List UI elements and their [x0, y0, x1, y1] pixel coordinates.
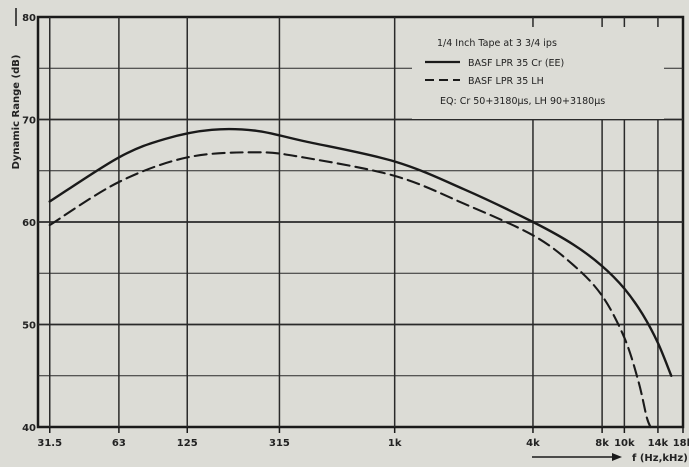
- y-tick-labels: 40 50 60 70 80: [22, 13, 36, 434]
- y-axis-label: Dynamic Range (dB): [11, 55, 22, 170]
- x-tick-label: 1k: [388, 438, 402, 449]
- x-tick-label: 4k: [526, 438, 540, 449]
- x-tick-label: 8k: [595, 438, 609, 449]
- series-line-lh: [50, 152, 651, 427]
- x-axis-arrowhead: [612, 453, 622, 461]
- legend-note-eq: EQ: Cr 50+3180µs, LH 90+3180µs: [440, 96, 605, 107]
- y-tick-label: 40: [22, 423, 36, 434]
- series-lines: [50, 129, 672, 427]
- x-tick-label: 14k: [648, 438, 669, 449]
- x-tick-label: 125: [177, 438, 198, 449]
- x-axis-label: f (Hz,kHz): [632, 453, 688, 464]
- x-tick-label: 31.5: [37, 438, 62, 449]
- x-tick-label: 63: [112, 438, 126, 449]
- series-line-cr: [50, 129, 672, 376]
- x-tick-labels: 31.5 63 125 315 1k 4k 8k 10k 14k 18k: [37, 438, 689, 449]
- y-tick-label: 60: [22, 218, 36, 229]
- x-tick-label: 18k: [673, 438, 689, 449]
- legend-header: 1/4 Inch Tape at 3 3/4 ips: [437, 38, 557, 49]
- x-tick-label: 315: [269, 438, 290, 449]
- legend-entry-cr: BASF LPR 35 Cr (EE): [468, 58, 564, 69]
- legend-entry-lh: BASF LPR 35 LH: [468, 76, 544, 87]
- y-tick-label: 80: [22, 13, 36, 24]
- x-tick-label: 10k: [614, 438, 635, 449]
- y-tick-label: 70: [22, 116, 36, 127]
- y-tick-label: 50: [22, 321, 36, 332]
